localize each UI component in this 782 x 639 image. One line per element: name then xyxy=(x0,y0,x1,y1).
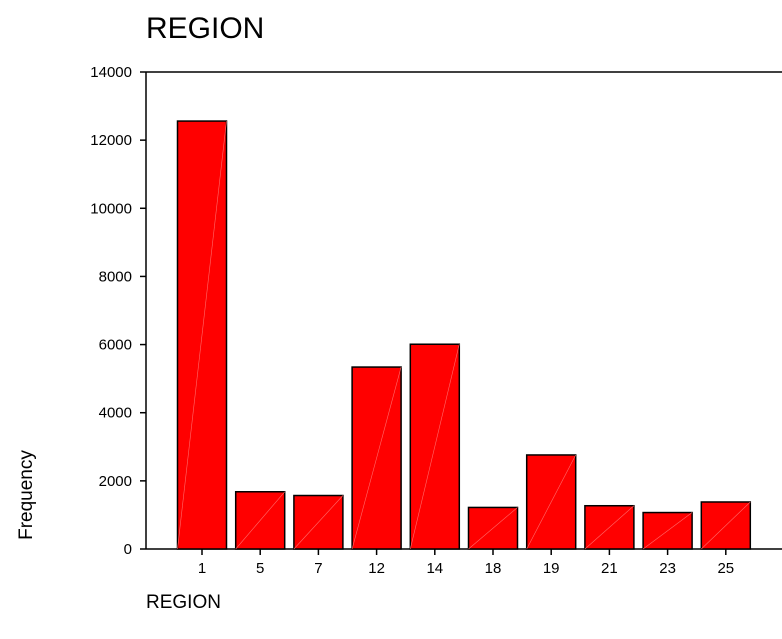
y-tick-label: 6000 xyxy=(99,337,132,354)
x-axis-label: REGION xyxy=(146,592,221,613)
bar-shade-line xyxy=(177,121,227,550)
x-tick-label: 18 xyxy=(485,560,502,577)
x-tick-label: 21 xyxy=(601,560,618,577)
x-tick-label: 23 xyxy=(659,560,676,577)
x-tick-label: 25 xyxy=(717,560,734,577)
x-tick-label: 5 xyxy=(256,560,264,577)
y-tick-label: 2000 xyxy=(99,473,132,490)
chart-title: REGION xyxy=(146,12,265,45)
bar-shade-line xyxy=(293,495,344,550)
bar-shade-line xyxy=(410,344,460,550)
bar-shade-line xyxy=(701,501,751,550)
x-tick-label: 1 xyxy=(198,560,206,577)
y-tick-label: 14000 xyxy=(90,64,132,81)
bar-shade-line xyxy=(235,491,285,550)
y-tick-label: 4000 xyxy=(99,405,132,422)
bar-shade-line xyxy=(351,366,402,550)
y-tick-label: 12000 xyxy=(90,132,132,149)
bar-shade-line xyxy=(642,512,693,550)
x-tick-label: 19 xyxy=(543,560,560,577)
bar-shade-line xyxy=(468,507,518,550)
bar-shade-line xyxy=(584,505,635,550)
bar-shade-line xyxy=(526,454,576,550)
y-tick-label: 8000 xyxy=(99,268,132,285)
x-tick-label: 12 xyxy=(368,560,385,577)
y-tick-label: 0 xyxy=(124,541,132,558)
x-tick-label: 7 xyxy=(314,560,322,577)
x-tick-label: 14 xyxy=(426,560,443,577)
y-tick-label: 10000 xyxy=(90,200,132,217)
